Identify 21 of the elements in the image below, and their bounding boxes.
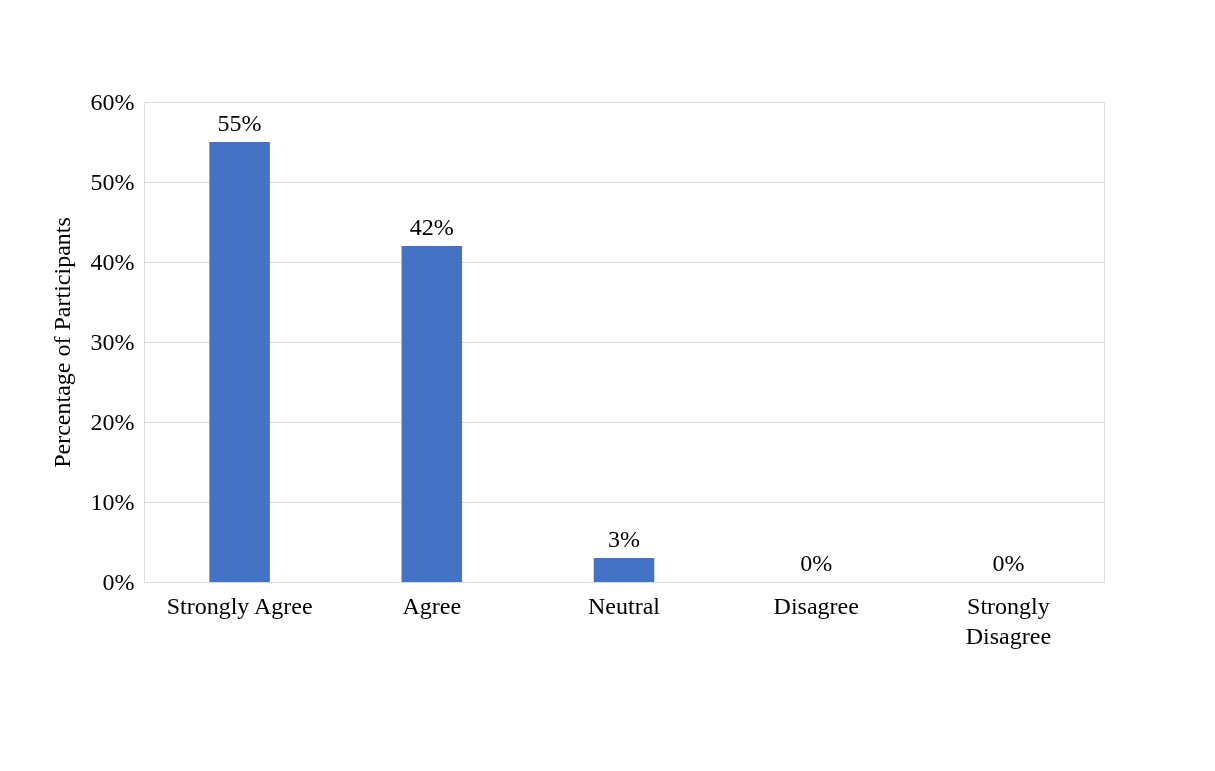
bar <box>209 142 270 582</box>
x-tick-label: Agree <box>402 592 462 619</box>
y-axis-title: Percentage of Participants <box>48 217 75 468</box>
y-tick-label: 50% <box>90 168 135 195</box>
y-tick-label: 60% <box>90 88 135 115</box>
data-label: 0% <box>800 550 833 576</box>
data-label: 55% <box>217 110 262 136</box>
y-tick-label: 40% <box>90 248 135 275</box>
bar <box>593 558 655 582</box>
data-label: 42% <box>409 214 454 240</box>
x-tick-label: Disagree <box>773 592 859 619</box>
bar <box>401 246 463 582</box>
data-label: 3% <box>608 526 640 552</box>
y-tick-label: 20% <box>90 408 135 435</box>
y-tick-label: 0% <box>102 568 135 595</box>
y-tick-label: 30% <box>90 328 135 355</box>
x-tick-label: Strongly Disagree <box>965 592 1052 649</box>
x-tick-label: Neutral <box>588 592 661 619</box>
x-tick-label: Strongly Agree <box>166 592 313 619</box>
y-tick-label: 10% <box>90 488 135 515</box>
data-label: 0% <box>992 550 1025 576</box>
